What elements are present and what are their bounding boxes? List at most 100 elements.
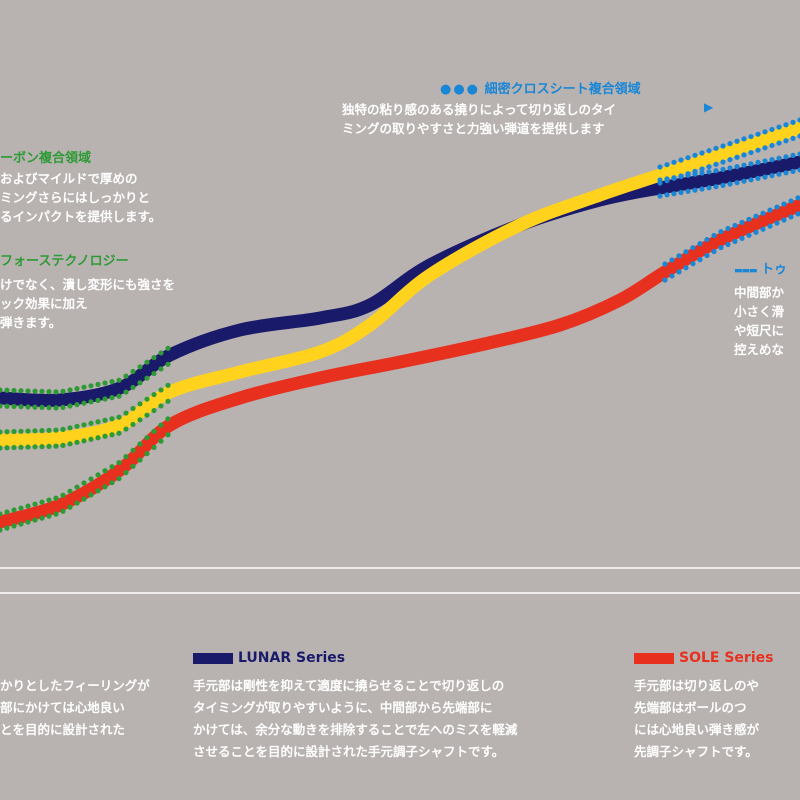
overlay-dot	[130, 447, 136, 453]
overlay-dot	[116, 414, 122, 420]
blue-dotted-overlay	[657, 151, 800, 199]
overlay-dot	[130, 421, 136, 428]
overlay-dot	[11, 444, 17, 451]
overlay-dot	[753, 229, 759, 235]
carbon-line: るインパクトを提供します。	[0, 209, 162, 224]
force-tech-text: けでなく、潰し変形にも強さを ック効果に加え 弾きます。	[0, 275, 175, 332]
overlay-dot	[74, 500, 80, 506]
overlay-dot	[151, 407, 157, 414]
overlay-dot	[671, 191, 677, 197]
overlay-dot	[697, 257, 703, 263]
overlay-dot	[116, 475, 122, 482]
overlay-dot	[88, 492, 94, 498]
overlay-dot	[116, 377, 122, 383]
overlay-dot	[669, 257, 675, 263]
overlay-dot	[685, 155, 691, 161]
overlay-dot	[783, 170, 789, 176]
overlay-dot	[662, 277, 668, 283]
overlay-dot	[697, 241, 703, 247]
overlay-dot	[18, 428, 24, 434]
overlay-dot	[102, 484, 108, 490]
overlay-dot	[746, 216, 752, 222]
overlay-dot	[776, 171, 782, 177]
overlay-dot	[88, 399, 94, 405]
left-legend-line: かりとしたフィーリングが	[0, 678, 150, 693]
overlay-dot	[762, 129, 768, 135]
overlay-dot	[741, 152, 747, 158]
overlay-dot	[60, 492, 66, 498]
sole-series-line	[0, 198, 800, 529]
overlay-dot	[137, 457, 143, 463]
overlay-dot	[746, 232, 752, 238]
overlay-dot	[32, 388, 38, 394]
overlay-dot	[109, 395, 115, 401]
overlay-dot	[713, 184, 719, 190]
overlay-dot	[0, 429, 3, 435]
overlay-dot	[39, 515, 45, 521]
overlay-dot	[4, 525, 10, 531]
overlay-dot	[769, 173, 775, 179]
overlay-dot	[130, 463, 136, 469]
overlay-dot	[67, 387, 73, 393]
overlay-dot	[741, 178, 747, 184]
overlay-dot	[46, 405, 52, 411]
overlay-dot	[102, 433, 108, 439]
overlay-dot	[692, 168, 698, 174]
green-dotted-overlay	[0, 382, 171, 451]
overlay-dot	[116, 393, 122, 399]
overlay-dot	[123, 454, 129, 460]
overlay-dot	[0, 445, 3, 451]
sole-legend-line: 先端部はボールのつ	[634, 700, 747, 715]
overlay-dot	[720, 182, 726, 188]
overlay-dot	[692, 152, 698, 158]
overlay-dot	[137, 380, 143, 386]
sole-legend-swatch	[634, 653, 674, 664]
overlay-dot	[95, 419, 101, 425]
force-tech-line: ック効果に加え	[0, 296, 88, 311]
overlay-dot	[781, 217, 787, 223]
overlay-dot	[151, 428, 157, 434]
overlay-dot	[769, 126, 775, 133]
overlay-dot	[762, 145, 768, 151]
overlay-dot	[706, 148, 712, 154]
overlay-dot	[137, 441, 143, 447]
overlay-dot	[53, 495, 59, 501]
overlay-dot	[109, 480, 115, 486]
overlay-dot	[657, 193, 663, 199]
overlay-dot	[32, 517, 38, 523]
overlay-dot	[727, 157, 733, 163]
overlay-dot	[123, 410, 129, 416]
overlay-dot	[727, 141, 733, 147]
overlay-dot	[790, 152, 796, 158]
force-tech-title: フォーステクノロジー	[0, 254, 129, 269]
overlay-dot	[144, 435, 150, 441]
overlay-dot	[116, 430, 122, 436]
overlay-dot	[711, 248, 717, 255]
overlay-dot	[0, 403, 3, 409]
overlay-dot	[711, 232, 717, 239]
lunar-legend-line: させることを目的に設計された手元調子シャフトです。	[193, 744, 505, 759]
overlay-dot	[685, 171, 691, 177]
overlay-dot	[720, 159, 726, 165]
overlay-dot	[60, 442, 66, 448]
overlay-dot	[137, 401, 143, 407]
overlay-dot	[683, 249, 689, 255]
overlay-layer	[0, 117, 800, 533]
overlay-dot	[95, 397, 101, 403]
cross-sheet-line: 独特の粘り感のある撓りによって切り返しのタイ	[342, 102, 617, 117]
overlay-dot	[18, 388, 24, 394]
overlay-dot	[151, 391, 157, 398]
overlay-dot	[102, 417, 108, 423]
overlay-dot	[760, 226, 766, 232]
overlay-dot	[137, 417, 143, 423]
sole-legend-line: 先調子シャフトです。	[634, 744, 758, 759]
overlay-dot	[123, 426, 129, 432]
overlay-dot	[102, 396, 108, 402]
overlay-dot	[706, 169, 712, 175]
overlay-dot	[788, 198, 794, 204]
overlay-dot	[4, 445, 10, 451]
overlay-dot	[0, 387, 3, 393]
overlay-dot	[130, 368, 136, 375]
overlay-dot	[11, 507, 17, 513]
overlay-dot	[678, 189, 684, 196]
